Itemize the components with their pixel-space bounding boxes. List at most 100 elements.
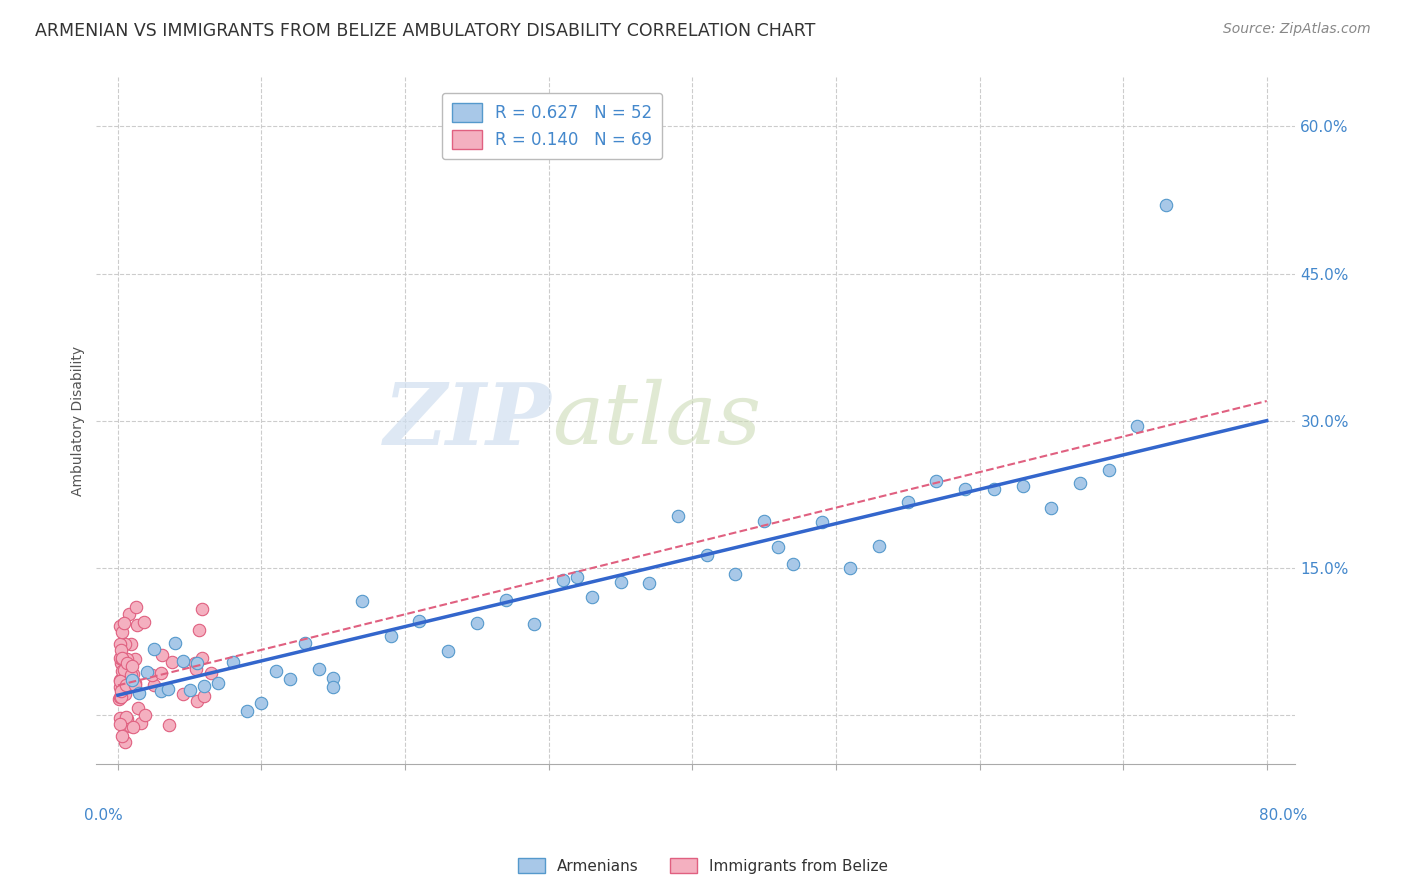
Point — [179, 682, 201, 697]
Point — [110, 673, 132, 688]
Point — [724, 566, 747, 581]
Point — [121, 673, 143, 687]
Point — [638, 576, 661, 591]
Point — [157, 718, 180, 732]
Point — [118, 667, 141, 681]
Point — [111, 625, 134, 640]
Point — [666, 508, 689, 523]
Point — [149, 683, 172, 698]
Point — [120, 668, 142, 682]
Point — [696, 548, 718, 562]
Point — [117, 712, 139, 726]
Point — [186, 656, 208, 670]
Point — [118, 719, 141, 733]
Point — [128, 686, 150, 700]
Point — [322, 680, 344, 694]
Text: ARMENIAN VS IMMIGRANTS FROM BELIZE AMBULATORY DISABILITY CORRELATION CHART: ARMENIAN VS IMMIGRANTS FROM BELIZE AMBUL… — [35, 22, 815, 40]
Point — [108, 711, 131, 725]
Point — [183, 656, 205, 670]
Text: Source: ZipAtlas.com: Source: ZipAtlas.com — [1223, 22, 1371, 37]
Point — [111, 651, 134, 665]
Point — [108, 690, 131, 705]
Point — [551, 573, 574, 587]
Point — [191, 602, 214, 616]
Point — [115, 710, 138, 724]
Point — [380, 628, 402, 642]
Point — [111, 675, 134, 690]
Point — [110, 690, 132, 705]
Point — [567, 570, 589, 584]
Point — [172, 654, 194, 668]
Legend: R = 0.627   N = 52, R = 0.140   N = 69: R = 0.627 N = 52, R = 0.140 N = 69 — [441, 93, 662, 160]
Point — [117, 656, 139, 670]
Point — [264, 664, 287, 678]
Text: atlas: atlas — [553, 379, 761, 462]
Point — [129, 716, 152, 731]
Point — [437, 644, 460, 658]
Point — [110, 656, 132, 670]
Point — [118, 659, 141, 673]
Point — [120, 637, 142, 651]
Point — [111, 665, 134, 679]
Point — [465, 615, 488, 630]
Point — [127, 701, 149, 715]
Point — [122, 666, 145, 681]
Point — [150, 666, 173, 681]
Text: 0.0%: 0.0% — [84, 808, 124, 823]
Point — [782, 557, 804, 571]
Point — [124, 678, 146, 692]
Point — [143, 678, 166, 692]
Point — [839, 561, 862, 575]
Point — [108, 691, 131, 706]
Point — [114, 663, 136, 677]
Point — [953, 482, 976, 496]
Point — [165, 636, 187, 650]
Point — [111, 729, 134, 743]
Point — [308, 662, 330, 676]
Point — [193, 689, 215, 703]
Text: 80.0%: 80.0% — [1260, 808, 1308, 823]
Point — [157, 681, 180, 696]
Point — [581, 590, 603, 604]
Point — [108, 717, 131, 731]
Point — [114, 678, 136, 692]
Point — [278, 672, 301, 686]
Point — [150, 648, 173, 663]
Point — [110, 683, 132, 698]
Point — [120, 665, 142, 680]
Point — [1098, 463, 1121, 477]
Point — [925, 475, 948, 489]
Y-axis label: Ambulatory Disability: Ambulatory Disability — [72, 345, 86, 496]
Point — [191, 650, 214, 665]
Point — [810, 515, 832, 529]
Point — [108, 673, 131, 688]
Point — [350, 594, 373, 608]
Point — [200, 665, 222, 680]
Point — [118, 607, 141, 622]
Point — [124, 651, 146, 665]
Point — [1069, 475, 1091, 490]
Point — [983, 482, 1005, 496]
Point — [609, 575, 631, 590]
Point — [142, 642, 165, 657]
Point — [120, 676, 142, 690]
Point — [112, 680, 135, 694]
Point — [768, 540, 790, 554]
Point — [141, 668, 163, 682]
Point — [1040, 501, 1063, 516]
Point — [124, 675, 146, 690]
Point — [135, 665, 157, 680]
Point — [250, 696, 273, 710]
Point — [121, 658, 143, 673]
Point — [117, 651, 139, 665]
Point — [114, 735, 136, 749]
Point — [1011, 479, 1033, 493]
Point — [523, 616, 546, 631]
Point — [111, 686, 134, 700]
Point — [236, 704, 259, 718]
Point — [121, 720, 143, 734]
Legend: Armenians, Immigrants from Belize: Armenians, Immigrants from Belize — [512, 852, 894, 880]
Point — [193, 679, 215, 693]
Point — [1126, 418, 1149, 433]
Point — [114, 687, 136, 701]
